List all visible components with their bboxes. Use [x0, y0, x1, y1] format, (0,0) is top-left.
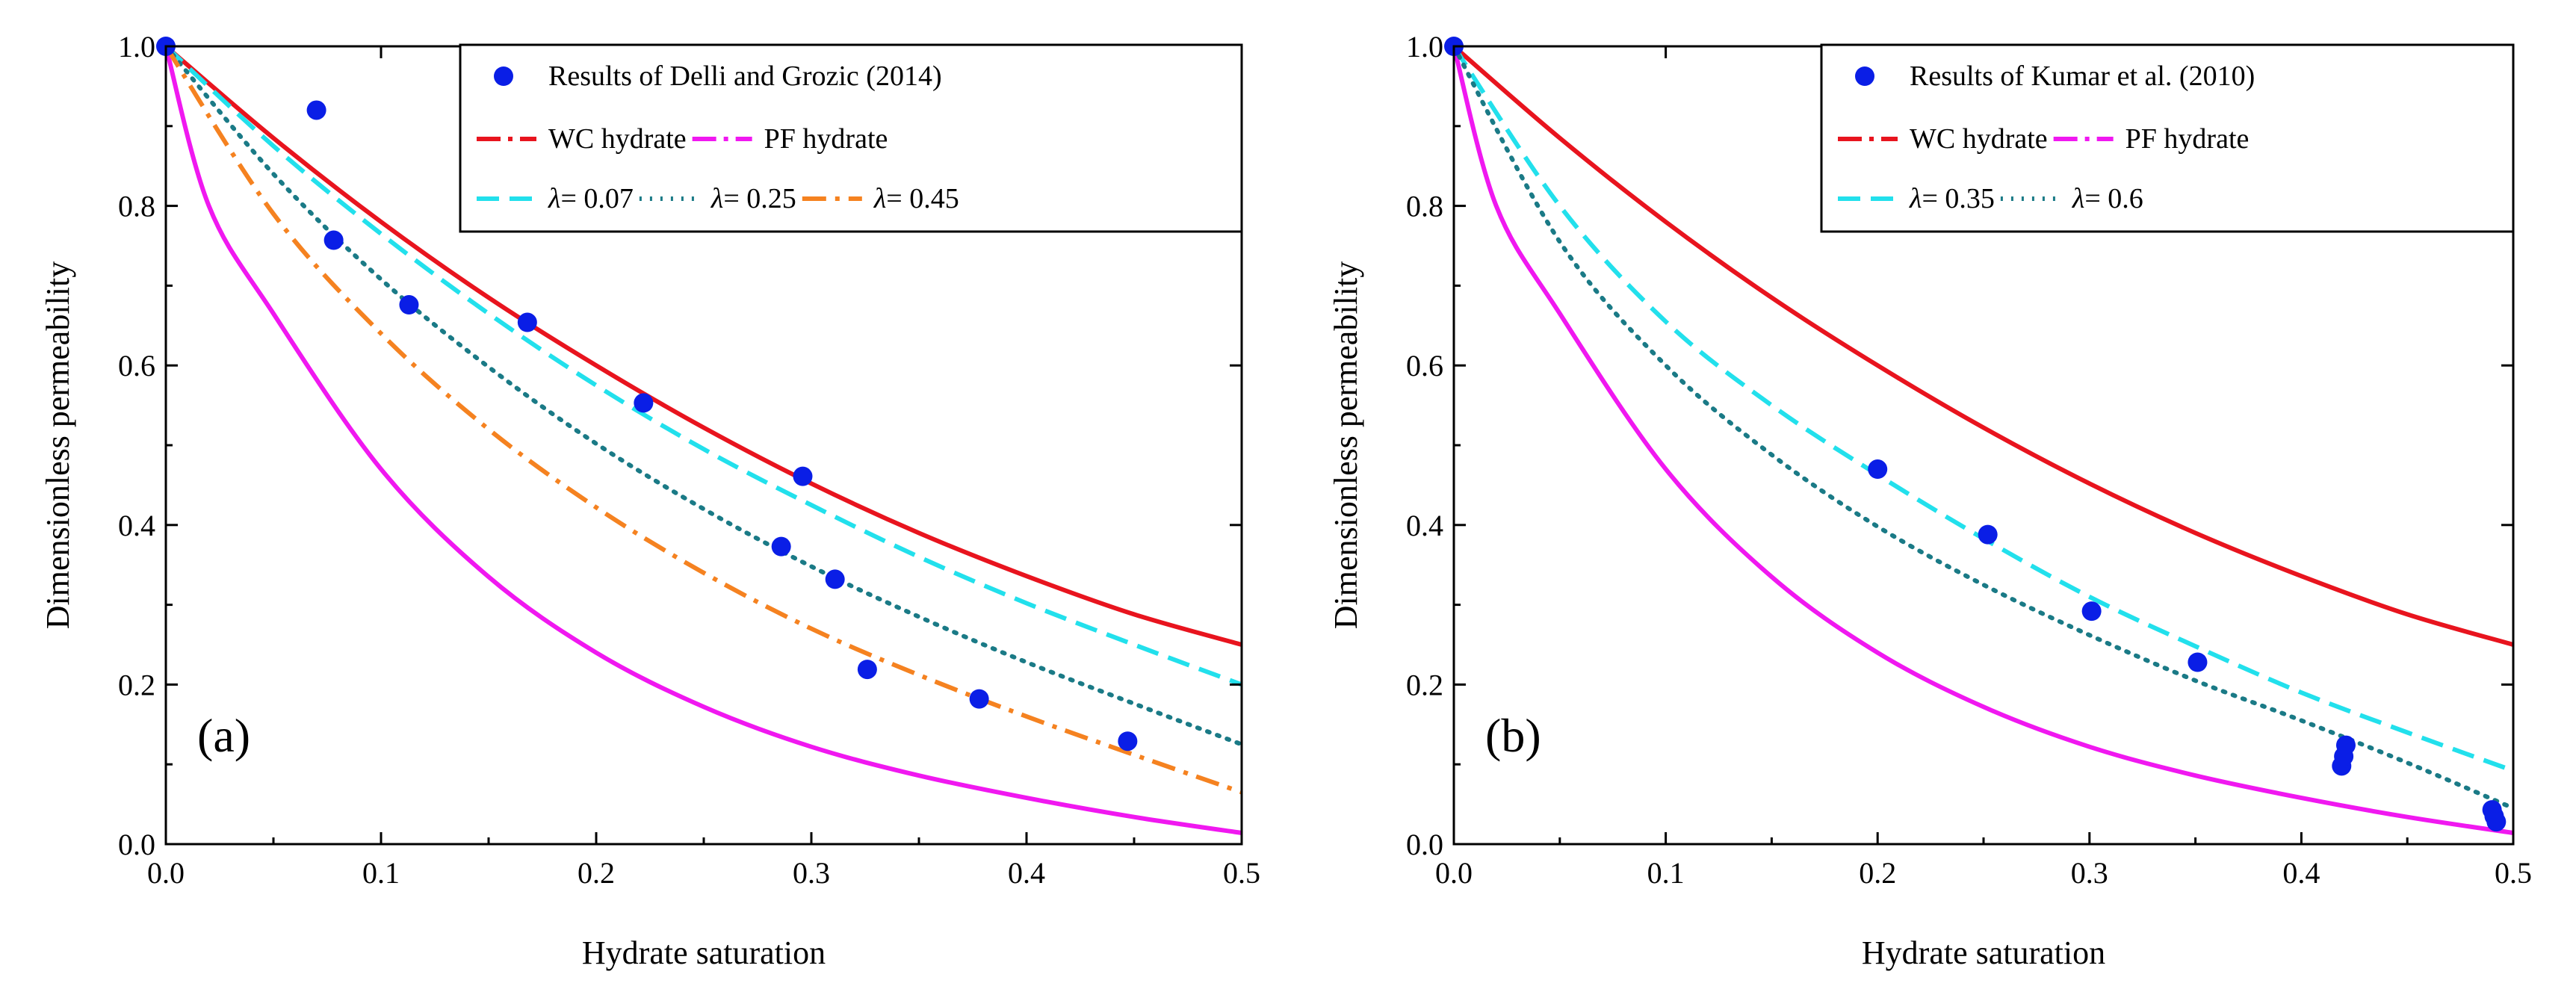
data-point: [2081, 601, 2102, 622]
x-axis-title: Hydrate saturation: [1862, 935, 2105, 971]
legend-box: [1820, 43, 2515, 233]
legend-label: Results of Kumar et al. (2010): [1910, 61, 2255, 92]
data-point: [1868, 459, 1888, 480]
x-tick-label: 0.0: [147, 856, 185, 890]
x-tick-label: 0.3: [793, 856, 830, 890]
data-point: [517, 312, 537, 332]
data-point: [1118, 731, 1138, 751]
legend-label: λ= 0.35: [1909, 183, 1995, 214]
legend-label: PF hydrate: [764, 123, 888, 155]
y-tick-label: 0.4: [1406, 509, 1443, 542]
series-line-pf: [1454, 46, 2513, 835]
y-tick-label: 0.6: [118, 349, 155, 382]
data-point: [857, 660, 877, 680]
y-tick-label: 0.0: [1406, 828, 1443, 861]
legend: Results of Delli and Grozic (2014) WC hyd…: [459, 43, 1243, 233]
data-point: [2188, 652, 2208, 672]
y-tick-label: 0.6: [1406, 349, 1443, 382]
x-tick-label: 0.4: [2282, 856, 2320, 890]
series-line-wc: [1454, 46, 2513, 647]
y-tick-label: 0.2: [1406, 668, 1443, 701]
legend-label: PF hydrate: [2125, 123, 2250, 155]
x-tick-label: 0.5: [2495, 856, 2532, 890]
panel-label: (a): [197, 709, 250, 762]
data-point: [323, 230, 344, 250]
series-line-cyan: [166, 46, 1242, 687]
x-tick-label: 0.5: [1223, 856, 1260, 890]
series-line-pf: [166, 46, 1242, 835]
x-tick-label: 0.3: [2071, 856, 2108, 890]
legend-label: WC hydrate: [548, 123, 687, 155]
data-point: [2335, 735, 2356, 755]
data-point: [1978, 524, 1998, 545]
legend-label: WC hydrate: [1910, 123, 2048, 155]
legend-label: λ= 0.6: [2072, 183, 2143, 214]
scatter-points: [1444, 37, 2507, 832]
y-tick-label: 0.2: [118, 668, 155, 701]
y-axis-title: Dimensionless permeability: [1328, 261, 1364, 629]
chart-panel-a: 0.0 0.1 0.2 0.3 0.4 0.5 0.0 0.2 0.4 0.6 0.8 1.0 Hydr…: [40, 30, 1260, 971]
legend-label: λ= 0.45: [873, 183, 959, 214]
y-tick-label: 0.8: [1406, 190, 1443, 223]
x-tick-label: 0.0: [1435, 856, 1473, 890]
data-point: [306, 100, 326, 120]
legend-label: Results of Delli and Grozic (2014): [548, 61, 942, 92]
x-tick-label: 0.1: [1647, 856, 1685, 890]
series-line-wc: [166, 46, 1242, 647]
x-tick-label: 0.2: [1859, 856, 1896, 890]
x-axis-title: Hydrate saturation: [582, 935, 826, 971]
y-tick-label: 1.0: [118, 30, 155, 63]
legend: Results of Kumar et al. (2010) WC hydrate…: [1820, 43, 2515, 233]
x-tick-label: 0.4: [1008, 856, 1045, 890]
data-point: [793, 466, 813, 486]
y-axis-title: Dimensionless permeability: [40, 261, 76, 629]
data-point: [825, 569, 845, 589]
data-point: [399, 295, 419, 315]
data-point: [771, 536, 791, 557]
scatter-points: [156, 37, 1138, 751]
y-tick-label: 0.0: [118, 828, 155, 861]
data-point: [969, 689, 989, 709]
data-point: [634, 393, 654, 413]
series-group: [1454, 46, 2513, 835]
x-tick-label: 0.2: [578, 856, 615, 890]
legend-marker-scatter: [494, 66, 513, 86]
y-tick-label: 0.4: [118, 509, 155, 542]
series-line-cyan: [1454, 46, 2513, 773]
legend-marker-scatter: [1855, 66, 1874, 86]
data-point: [2486, 812, 2507, 832]
x-tick-label: 0.1: [362, 856, 400, 890]
y-tick-label: 1.0: [1406, 30, 1443, 63]
chart-panel-b: 0.0 0.1 0.2 0.3 0.4 0.5 0.0 0.2 0.4 0.6 0.8 1.0 Hydr…: [1328, 30, 2532, 971]
legend-label: λ= 0.25: [710, 183, 796, 214]
legend-label: λ= 0.07: [548, 183, 634, 214]
series-line-teal: [1454, 46, 2513, 811]
panel-label: (b): [1485, 709, 1541, 762]
y-tick-label: 0.8: [118, 190, 155, 223]
